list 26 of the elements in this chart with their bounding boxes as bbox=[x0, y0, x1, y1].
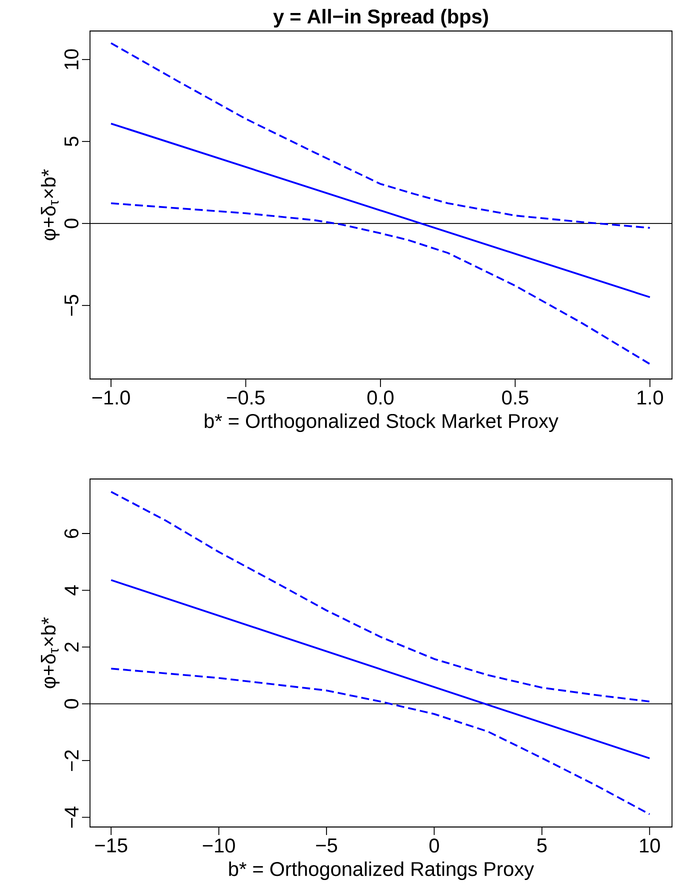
y-tick-label: 2 bbox=[64, 642, 78, 652]
y-axis-title: φ+δ$_{τ}$×b* bbox=[40, 617, 60, 688]
x-tick-label: 10 bbox=[640, 838, 660, 853]
x-tick-label: −10 bbox=[202, 838, 235, 853]
x-tick-label: 1.0 bbox=[638, 390, 663, 405]
x-tick-label: −15 bbox=[95, 838, 128, 852]
x-tick-label: −0.5 bbox=[227, 390, 265, 405]
y-tick-label: −4 bbox=[64, 806, 78, 828]
y-tick-label: 0 bbox=[64, 699, 78, 709]
y-tick-label: −5 bbox=[64, 294, 78, 316]
x-axis-title: b* = Orthogonalized Ratings Proxy bbox=[229, 861, 534, 880]
y-axis-title: φ+δ$_{τ}$×b* bbox=[40, 169, 60, 240]
y-tick-label: 4 bbox=[64, 585, 78, 596]
x-tick-label: −5 bbox=[316, 838, 338, 852]
x-tick-label: 0.5 bbox=[502, 390, 528, 405]
x-tick-label: 0 bbox=[429, 838, 439, 853]
y-tick-label: −2 bbox=[64, 750, 78, 771]
chart-title: y = All−in Spread (bps) bbox=[273, 8, 488, 28]
y-tick-label: 0 bbox=[64, 218, 78, 228]
x-axis-title: b* = Orthogonalized Stock Market Proxy bbox=[204, 413, 558, 432]
y-tick-label: 10 bbox=[64, 49, 78, 70]
x-tick-label: 0.0 bbox=[367, 390, 394, 405]
y-tick-label: 6 bbox=[64, 528, 78, 538]
y-tick-label: 5 bbox=[64, 136, 78, 146]
x-tick-label: 5 bbox=[537, 838, 547, 852]
x-tick-label: −1.0 bbox=[92, 390, 130, 405]
